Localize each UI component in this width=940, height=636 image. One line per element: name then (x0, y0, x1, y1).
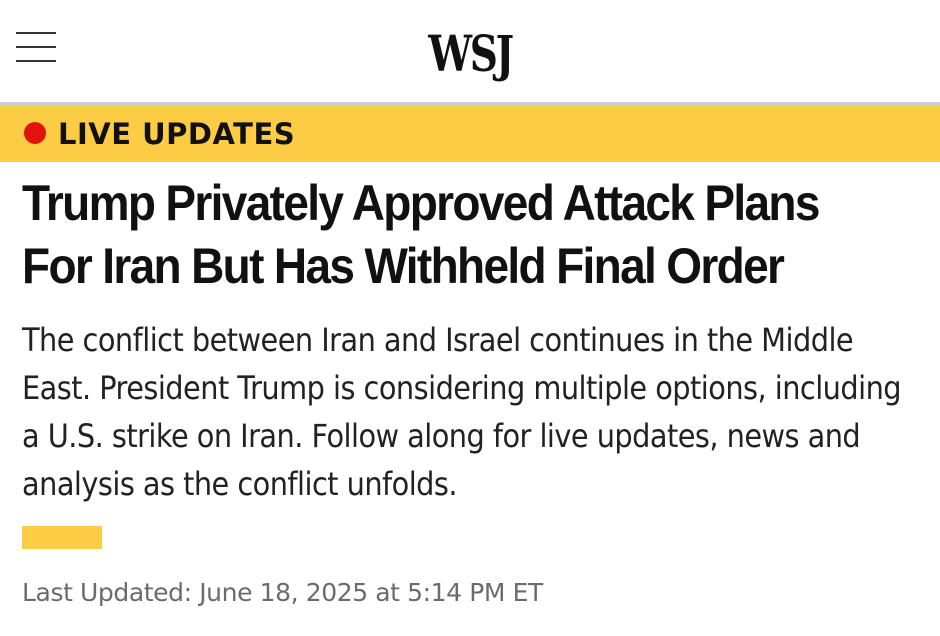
live-dot-icon (24, 122, 46, 144)
article-headline: Trump Privately Approved Attack Plans Fo… (22, 175, 820, 294)
live-updates-label: LIVE UPDATES (58, 117, 296, 151)
site-header: WSJ (0, 0, 940, 102)
menu-line (16, 60, 56, 62)
accent-bar (22, 526, 102, 549)
last-updated-timestamp: Last Updated: June 18, 2025 at 5:14 PM E… (22, 578, 543, 607)
menu-line (16, 46, 56, 48)
live-updates-banner: LIVE UPDATES (0, 106, 940, 162)
article-summary: The conflict between Iran and Israel con… (22, 321, 902, 503)
hamburger-menu-icon[interactable] (14, 30, 58, 66)
menu-line (16, 32, 56, 34)
header-divider (0, 102, 940, 106)
wsj-logo[interactable]: WSJ (428, 24, 514, 83)
